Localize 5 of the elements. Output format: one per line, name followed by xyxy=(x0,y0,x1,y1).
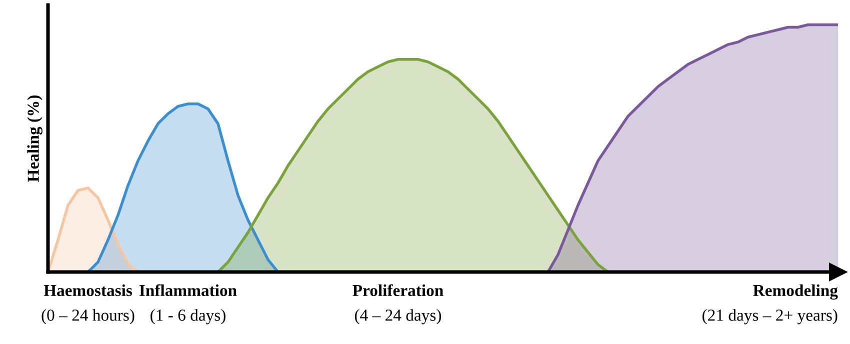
series-label: Remodeling (21 days – 2+ years) xyxy=(702,284,838,324)
y-axis-title: Healing (%) xyxy=(27,95,42,182)
series-label: Proliferation (4 – 24 days) xyxy=(352,284,444,324)
series-label: Haemostasis (0 – 24 hours) xyxy=(42,284,134,324)
series-label: Inflammation (1 - 6 days) xyxy=(139,284,237,324)
